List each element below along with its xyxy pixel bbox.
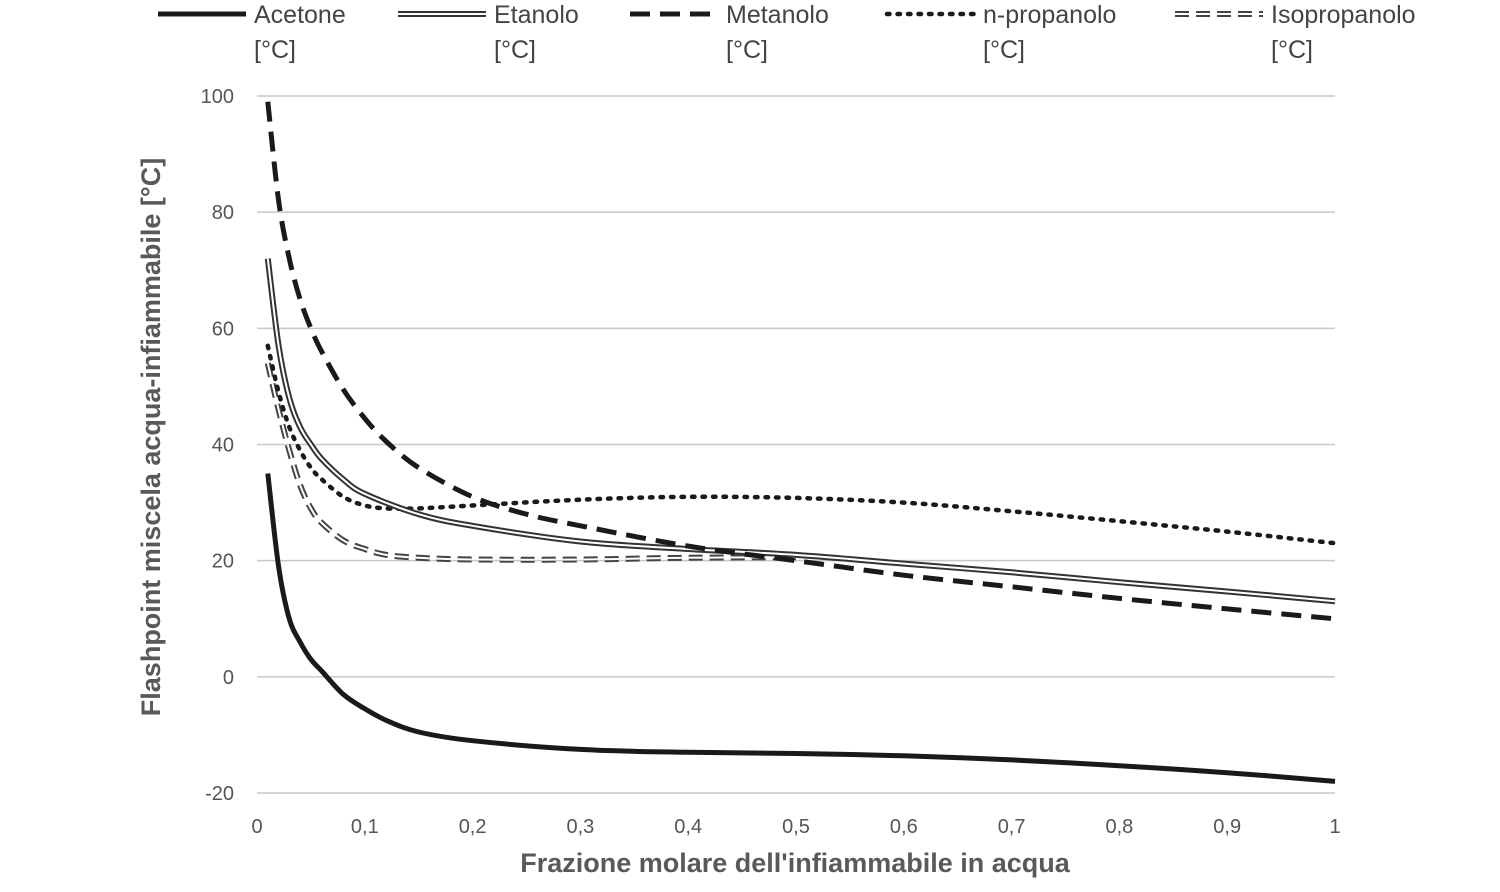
gridlines [257, 95, 1335, 794]
legend-item: Isopropanolo [°C] [1175, 1, 1416, 64]
x-tick-label: 0,6 [890, 816, 918, 838]
x-tick-label: 0,7 [998, 816, 1026, 838]
series-line-n-propanolo [265, 343, 1338, 546]
series-line-acetone [265, 473, 1336, 784]
x-tick-label: 0,2 [459, 816, 487, 838]
x-tick-label: 0,9 [1213, 816, 1241, 838]
legend-label: n-propanolo [°C] [983, 1, 1116, 64]
y-tick-label: 20 [212, 551, 234, 573]
y-tick-label: 0 [223, 667, 234, 689]
legend-label: Metanolo [°C] [726, 1, 829, 64]
plot-area [264, 101, 1338, 784]
x-tick-label: 0,5 [782, 816, 810, 838]
series-line-isopropanolo [264, 362, 797, 563]
x-axis-ticks: 0 0,1 0,2 0,3 0,4 0,5 0,6 0,7 0,8 0,9 1 [251, 816, 1340, 838]
legend-label: Etanolo [°C] [494, 1, 579, 64]
series-line [265, 101, 1336, 622]
legend-label: Acetone [°C] [254, 1, 346, 64]
y-axis-ticks: -20 0 20 40 60 80 100 [201, 86, 234, 805]
series-line [266, 362, 797, 561]
y-tick-label: 80 [212, 202, 234, 224]
x-tick-label: 0,4 [674, 816, 702, 838]
legend-item: Acetone [°C] [158, 1, 346, 64]
y-tick-label: -20 [205, 783, 234, 805]
y-axis-title: Flashpoint miscela acqua-infiammabile [°… [136, 158, 166, 716]
x-tick-label: 0,1 [351, 816, 379, 838]
y-tick-label: 100 [201, 86, 234, 108]
x-tick-label: 0,3 [566, 816, 594, 838]
series-line [265, 343, 1338, 546]
legend-item: Metanolo [°C] [630, 1, 829, 64]
series-line-metanolo [265, 101, 1336, 622]
y-tick-label: 60 [212, 318, 234, 340]
x-tick-label: 0 [251, 816, 262, 838]
series-line [264, 258, 1336, 605]
series-line [265, 473, 1336, 784]
legend-label: Isopropanolo [°C] [1271, 1, 1416, 64]
legend-item: Etanolo [°C] [398, 1, 579, 64]
series-line [266, 258, 1336, 603]
x-axis-title: Frazione molare dell'infiammabile in acq… [520, 848, 1071, 878]
y-tick-label: 40 [212, 435, 234, 457]
x-tick-label: 0,8 [1105, 816, 1133, 838]
series-line-etanolo [264, 258, 1336, 605]
x-tick-label: 1 [1329, 816, 1340, 838]
legend-item: n-propanolo [°C] [884, 1, 1116, 64]
legend: Acetone [°C] Etanolo [°C] Metanolo [°C] n-prop… [158, 1, 1416, 64]
